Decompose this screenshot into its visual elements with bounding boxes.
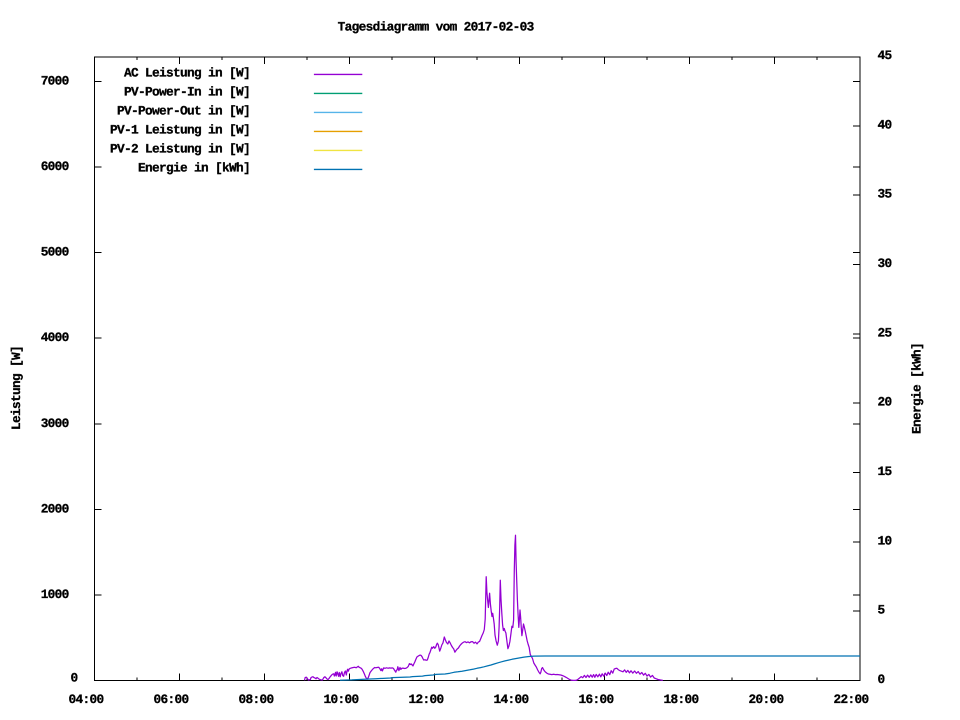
svg-text:PV-Power-In in [W]: PV-Power-In in [W] (124, 84, 250, 99)
svg-text:22:00: 22:00 (834, 692, 869, 707)
svg-text:40: 40 (878, 117, 892, 132)
svg-text:3000: 3000 (41, 416, 69, 431)
svg-text:35: 35 (878, 187, 893, 202)
svg-text:4000: 4000 (41, 330, 69, 345)
svg-text:10:00: 10:00 (324, 692, 359, 707)
svg-text:1000: 1000 (41, 587, 69, 602)
svg-text:20: 20 (878, 395, 892, 410)
svg-text:14:00: 14:00 (494, 692, 529, 707)
svg-text:30: 30 (878, 256, 892, 271)
svg-text:Tagesdiagramm vom 2017-02-03: Tagesdiagramm vom 2017-02-03 (338, 20, 535, 35)
svg-text:18:00: 18:00 (664, 692, 699, 707)
svg-text:AC Leistung in [W]: AC Leistung in [W] (124, 65, 250, 80)
svg-text:08:00: 08:00 (239, 692, 274, 707)
svg-text:5: 5 (878, 603, 886, 618)
svg-text:2000: 2000 (41, 501, 69, 516)
svg-text:5000: 5000 (41, 245, 69, 260)
svg-text:PV-Power-Out in [W]: PV-Power-Out in [W] (117, 103, 250, 118)
svg-text:12:00: 12:00 (409, 692, 444, 707)
svg-text:0: 0 (71, 671, 78, 686)
svg-text:6000: 6000 (41, 159, 69, 174)
svg-text:PV-2 Leistung in [W]: PV-2 Leistung in [W] (110, 141, 250, 156)
svg-text:04:00: 04:00 (69, 692, 104, 707)
svg-text:25: 25 (878, 325, 893, 340)
svg-text:06:00: 06:00 (154, 692, 189, 707)
svg-text:Leistung [W]: Leistung [W] (9, 346, 24, 430)
svg-text:20:00: 20:00 (749, 692, 784, 707)
svg-text:7000: 7000 (41, 74, 69, 89)
svg-text:16:00: 16:00 (579, 692, 614, 707)
svg-text:Energie [kWh]: Energie [kWh] (910, 343, 925, 434)
svg-text:15: 15 (878, 464, 893, 479)
svg-text:10: 10 (878, 533, 892, 548)
svg-text:45: 45 (878, 48, 893, 63)
svg-text:Energie in [kWh]: Energie in [kWh] (138, 160, 250, 175)
svg-text:0: 0 (878, 672, 885, 687)
svg-text:PV-1 Leistung in [W]: PV-1 Leistung in [W] (110, 122, 250, 137)
